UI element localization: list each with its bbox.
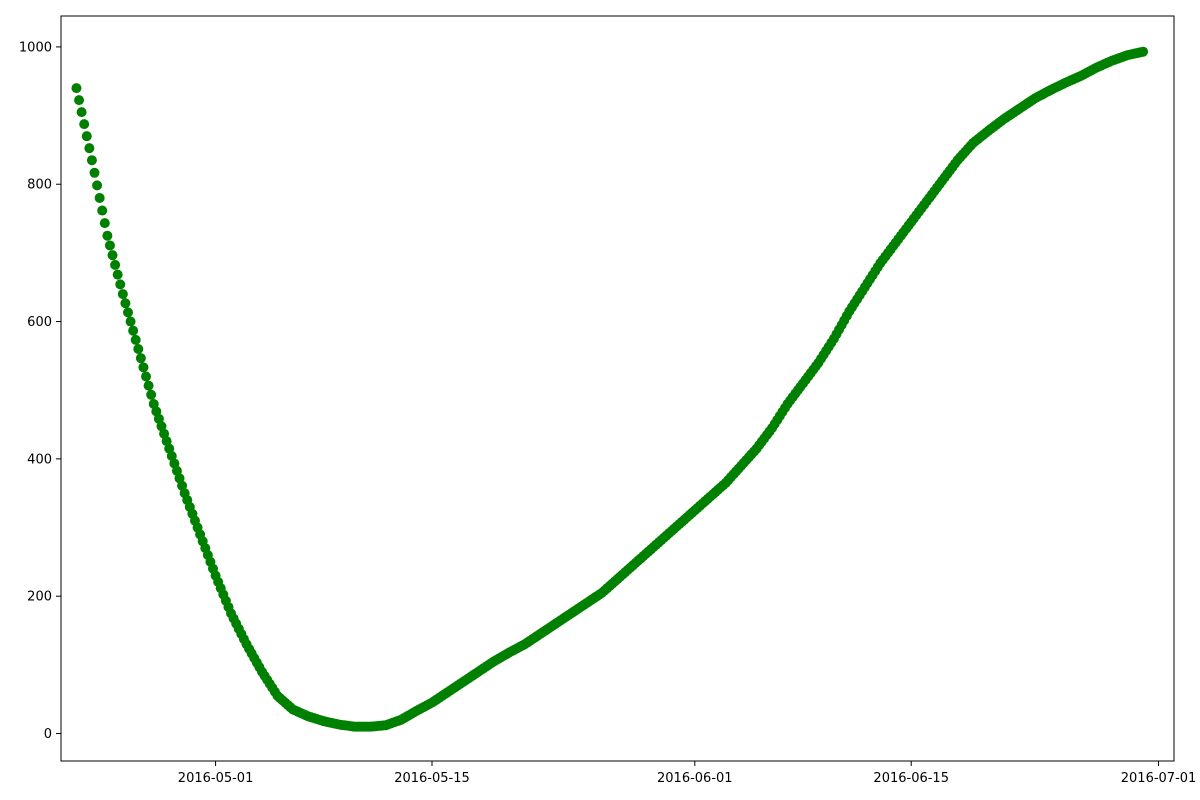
data-point	[146, 389, 157, 400]
data-point	[141, 371, 152, 382]
data-point	[130, 334, 141, 345]
data-point	[81, 131, 92, 142]
y-tick-label: 800	[27, 178, 52, 193]
y-tick-label: 200	[27, 590, 52, 605]
data-point	[143, 380, 154, 391]
data-point	[71, 83, 82, 94]
data-points	[71, 46, 1149, 732]
data-point	[89, 167, 100, 178]
x-tick-label: 2016-06-15	[873, 771, 949, 786]
data-point	[92, 180, 103, 191]
data-point	[128, 325, 139, 336]
data-point	[110, 259, 121, 270]
y-tick-label: 0	[44, 727, 52, 742]
y-axis: 0 200 400 600 800 1000	[19, 40, 61, 742]
data-point	[99, 218, 110, 229]
y-tick-label: 1000	[19, 40, 52, 55]
data-point	[86, 155, 97, 166]
x-tick-label: 2016-05-15	[394, 771, 470, 786]
plot-frame	[60, 15, 1175, 762]
data-point	[102, 230, 113, 241]
y-tick-label: 600	[27, 315, 52, 330]
data-point	[138, 362, 149, 373]
data-point	[117, 289, 128, 300]
y-tick-label: 400	[27, 452, 52, 467]
data-point	[74, 95, 85, 106]
data-point	[76, 107, 87, 118]
x-axis: 2016-05-01 2016-05-15 2016-06-01 2016-06-15…	[178, 761, 1197, 786]
data-point	[1138, 46, 1149, 57]
data-point	[94, 192, 105, 203]
x-tick-label: 2016-07-01	[1121, 771, 1197, 786]
data-point	[112, 269, 123, 280]
data-point	[135, 353, 146, 364]
data-point	[107, 250, 118, 261]
data-point	[122, 307, 133, 318]
data-point	[125, 316, 136, 327]
x-tick-label: 2016-06-01	[657, 771, 733, 786]
data-point	[84, 143, 95, 154]
data-point	[97, 205, 108, 216]
data-point	[133, 344, 144, 355]
data-point	[115, 279, 126, 290]
data-point	[104, 240, 115, 251]
data-point	[79, 119, 90, 130]
x-tick-label: 2016-05-01	[178, 771, 254, 786]
data-point	[120, 298, 131, 309]
